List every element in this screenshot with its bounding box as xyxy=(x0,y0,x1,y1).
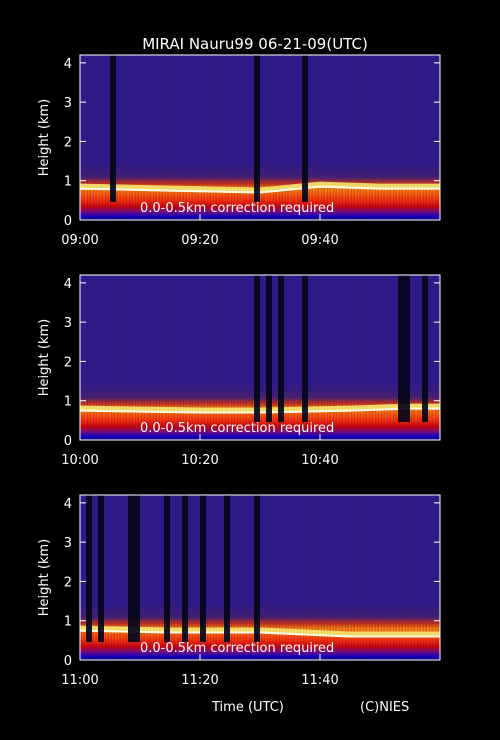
x-tick-label: 09:20 xyxy=(181,233,218,248)
x-tick-label: 09:40 xyxy=(301,233,338,248)
x-tick-label: 11:00 xyxy=(61,673,98,688)
y-tick-label: 3 xyxy=(64,316,72,331)
y-tick-label: 2 xyxy=(64,575,72,590)
signal-gap xyxy=(398,275,410,422)
figure-title: MIRAI Nauru99 06-21-09(UTC) xyxy=(142,35,368,53)
signal-gap xyxy=(422,275,428,422)
panel-3: 0 1 2 3 4 11:00 11:20 11:40 Height (km) 0.0-0.5km… xyxy=(37,494,441,688)
signal-gap xyxy=(254,495,260,642)
y-tick-label: 3 xyxy=(64,536,72,551)
y-tick-label: 0 xyxy=(64,434,72,449)
y-tick-label: 4 xyxy=(64,57,72,72)
signal-gap xyxy=(254,275,260,422)
signal-gap xyxy=(98,495,104,642)
boundary-layer-top xyxy=(79,181,440,194)
x-axis-label: Time (UTC) xyxy=(211,700,284,715)
plot-frame xyxy=(79,494,441,661)
plot-frame xyxy=(79,274,441,441)
y-tick-label: 1 xyxy=(64,175,72,190)
signal-gap xyxy=(254,55,260,202)
x-tick-label: 10:40 xyxy=(301,453,338,468)
signal-gap xyxy=(200,495,206,642)
y-tick-label: 2 xyxy=(64,355,72,370)
x-tick-label: 10:20 xyxy=(181,453,218,468)
signal-gap xyxy=(182,495,188,642)
correction-annotation: 0.0-0.5km correction required xyxy=(140,421,334,436)
y-tick-label: 3 xyxy=(64,96,72,111)
correction-annotation: 0.0-0.5km correction required xyxy=(140,201,334,216)
y-tick-label: 4 xyxy=(64,277,72,292)
signal-gap xyxy=(110,55,116,202)
cloud-base-returns xyxy=(79,185,440,194)
signal-gap xyxy=(302,275,308,422)
signal-gap xyxy=(164,495,170,642)
y-axis-label: Height (km) xyxy=(37,99,52,176)
x-tick-label: 09:00 xyxy=(61,233,98,248)
y-tick-label: 2 xyxy=(64,135,72,150)
signal-gap xyxy=(224,495,230,642)
correction-annotation: 0.0-0.5km correction required xyxy=(140,641,334,656)
y-tick-label: 1 xyxy=(64,395,72,410)
credit-text: (C)NIES xyxy=(360,700,409,715)
plot-frame xyxy=(79,54,441,221)
signal-gap xyxy=(302,55,308,202)
panel-1: 0 1 2 3 4 09:00 09:20 09:40 Height (km) 0.0-0.5km… xyxy=(37,54,441,248)
y-axis-label: Height (km) xyxy=(37,319,52,396)
y-tick-label: 0 xyxy=(64,654,72,669)
y-tick-label: 4 xyxy=(64,497,72,512)
x-tick-label: 11:40 xyxy=(301,673,338,688)
signal-gap xyxy=(128,495,140,642)
signal-gap xyxy=(278,275,284,422)
y-tick-label: 0 xyxy=(64,214,72,229)
x-tick-label: 10:00 xyxy=(61,453,98,468)
y-axis-label: Height (km) xyxy=(37,539,52,616)
x-tick-label: 11:20 xyxy=(181,673,218,688)
y-tick-label: 1 xyxy=(64,615,72,630)
signal-gap xyxy=(266,275,272,422)
panel-2: 0 1 2 3 4 10:00 10:20 10:40 Height (km) 0.0-0.5km… xyxy=(37,274,441,468)
signal-gap xyxy=(86,495,92,642)
